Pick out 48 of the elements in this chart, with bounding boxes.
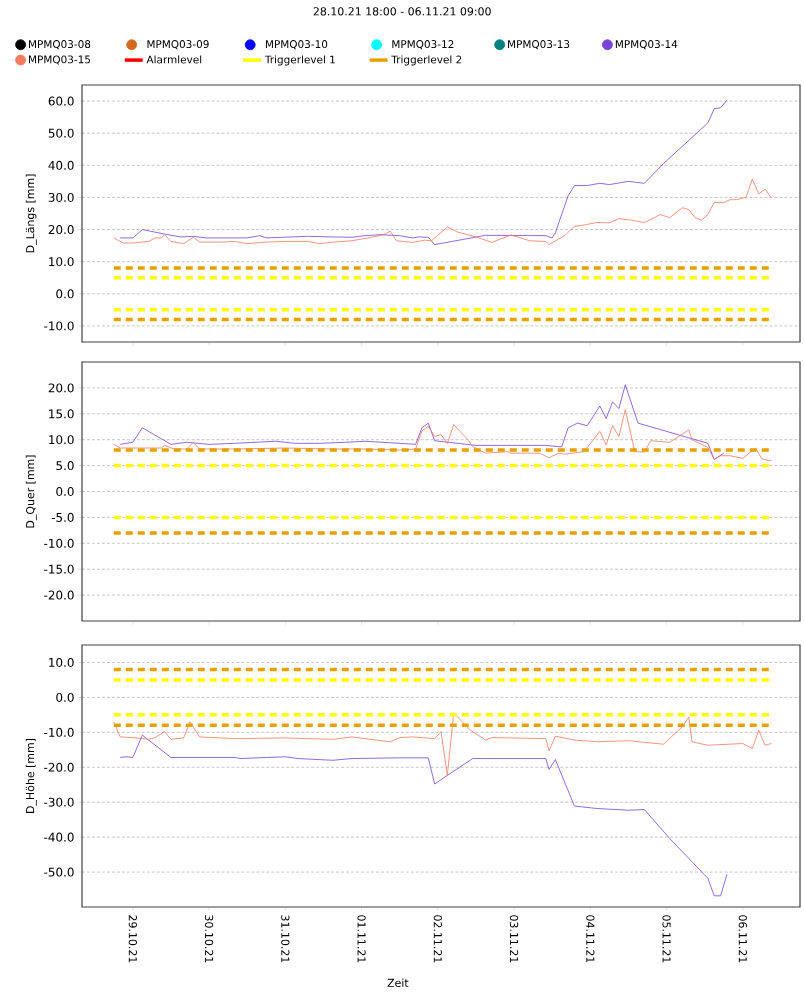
y-tick-label: 0.0 [56, 486, 74, 497]
x-tick-label: 01.11.21 [357, 915, 366, 963]
y-axis-title: D_Längs [mm] [25, 174, 37, 253]
legend-label: Alarmlevel [146, 55, 202, 64]
y-tick-label: 50.0 [48, 128, 74, 138]
y-tick-label: 10.0 [49, 435, 74, 445]
y-tick-label: -5.0 [51, 512, 74, 522]
y-tick-label: 30.0 [48, 192, 74, 202]
legend-label: MPMQ03-09 [147, 40, 209, 50]
y-tick-label: 5.0 [56, 461, 74, 471]
x-axis-title: Zeit [387, 978, 409, 987]
y-tick-label: -15.0 [44, 564, 74, 574]
y-tick-label: -10.0 [44, 727, 74, 737]
y-tick-label: -10.0 [44, 538, 74, 548]
x-tick-label: 04.11.21 [586, 915, 595, 963]
x-tick-label: 30.10.21 [204, 915, 214, 963]
y-axis-title: D_Höhe [mm] [25, 738, 37, 813]
legend-label: MPMQ03-10 [265, 40, 328, 50]
y-tick-label: -10.0 [44, 321, 74, 331]
y-tick-label: 10.0 [49, 657, 74, 667]
y-tick-label: -20.0 [44, 762, 74, 772]
x-tick-label: 02.11.21 [433, 915, 442, 963]
y-tick-label: 40.0 [48, 160, 74, 170]
y-tick-label: 10.0 [49, 257, 74, 267]
legend-label: Triggerlevel 2 [391, 55, 462, 66]
y-tick-label: -40.0 [44, 832, 74, 842]
y-tick-label: -20.0 [44, 590, 74, 600]
y-tick-label: 60.0 [48, 96, 74, 106]
legend-label: MPMQ03-08 [29, 40, 91, 50]
y-tick-label: -30.0 [44, 797, 74, 807]
x-tick-label: 05.11.21 [662, 915, 671, 963]
legend-label: MPMQ03-15 [29, 55, 91, 65]
legend-label: Triggerlevel 1 [264, 55, 335, 66]
legend-label: MPMQ03-12 [392, 40, 454, 50]
x-tick-label: 31.10.21 [281, 915, 290, 963]
y-tick-label: -50.0 [44, 867, 74, 877]
y-axis-title: D_Quer [mm] [25, 455, 37, 528]
legend-label: MPMQ03-13 [508, 40, 570, 50]
legend-label: MPMQ03-14 [615, 40, 678, 50]
y-tick-label: 0.0 [56, 692, 74, 702]
x-tick-label: 03.11.21 [509, 915, 519, 963]
x-tick-label: 29.10.21 [128, 915, 137, 963]
y-tick-label: 20.0 [48, 225, 74, 235]
y-tick-label: 0.0 [56, 289, 74, 299]
x-tick-label: 06.11.21 [738, 915, 747, 963]
y-tick-label: 15.0 [49, 409, 74, 419]
y-tick-label: 20.0 [48, 383, 74, 393]
chart-title: 28.10.21 18:00 - 06.11.21 09:00 [313, 7, 491, 16]
